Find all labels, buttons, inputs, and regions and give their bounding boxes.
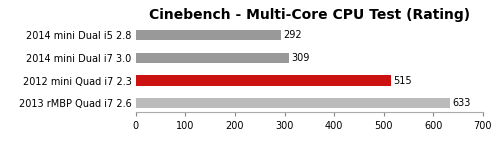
Text: 633: 633 bbox=[452, 98, 470, 108]
Title: Cinebench - Multi-Core CPU Test (Rating): Cinebench - Multi-Core CPU Test (Rating) bbox=[149, 8, 470, 22]
Bar bbox=[136, 75, 391, 86]
Bar bbox=[136, 98, 450, 108]
Bar bbox=[136, 53, 289, 63]
Bar bbox=[136, 30, 281, 40]
Text: 292: 292 bbox=[283, 30, 302, 40]
Text: 515: 515 bbox=[394, 75, 412, 86]
Text: 309: 309 bbox=[292, 53, 310, 63]
